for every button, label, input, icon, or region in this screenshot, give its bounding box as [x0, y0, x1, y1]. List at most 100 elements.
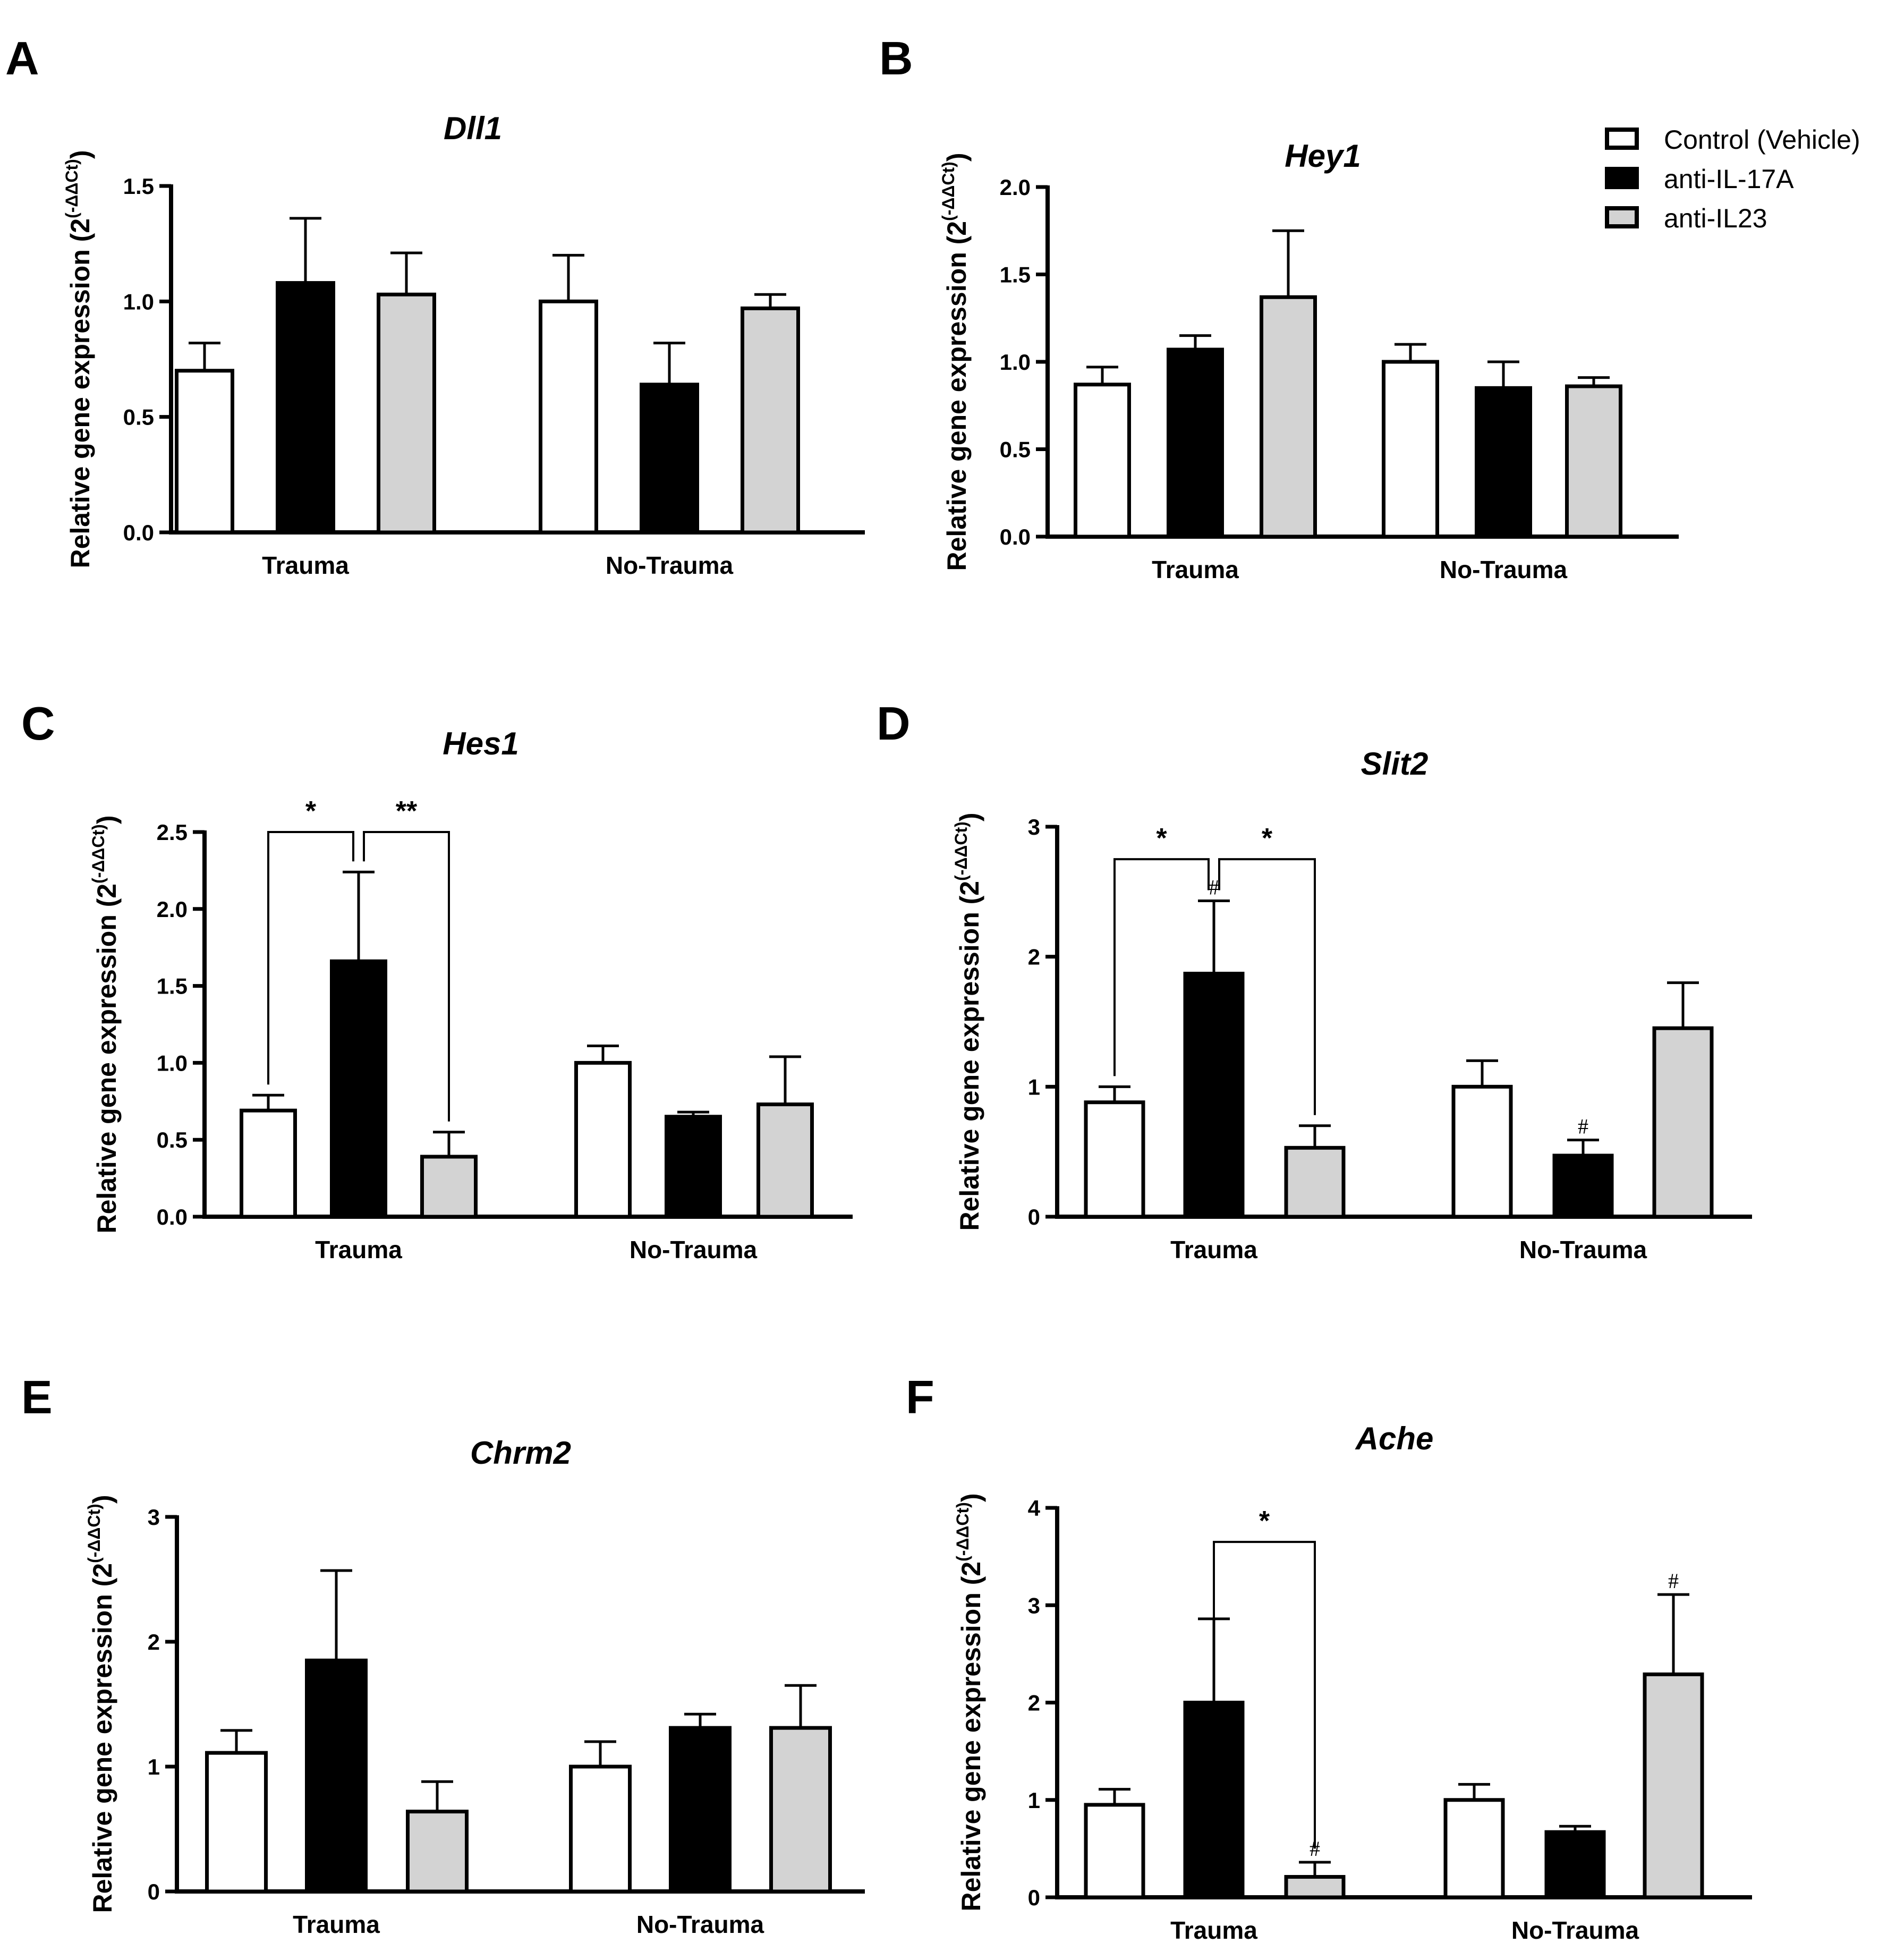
y-tick-label-c: 2.0	[157, 897, 188, 922]
bar-f-trauma-control	[1084, 1803, 1145, 1899]
bar-e-trauma-control	[205, 1751, 268, 1894]
significance-bracket-c-2	[363, 831, 450, 1122]
bar-f-trauma-anti-il17a	[1183, 1701, 1245, 1899]
bar-a-no-trauma-anti-il23	[741, 306, 800, 534]
bar-a-trauma-anti-il17a	[276, 281, 335, 534]
significance-label-d-1: *	[1156, 823, 1167, 854]
bar-e-no-trauma-anti-il23	[769, 1726, 832, 1894]
y-tick-label-b: 1.0	[1000, 350, 1031, 375]
panel-letter-e: E	[21, 1371, 53, 1423]
significance-bracket-d-2	[1218, 858, 1316, 1115]
y-tick-label-c: 0.5	[157, 1127, 188, 1152]
bar-b-no-trauma-anti-il23	[1565, 384, 1622, 539]
bar-e-no-trauma-control	[569, 1764, 632, 1894]
chart-title-c: Hes1	[443, 726, 518, 761]
y-tick-label-e: 3	[148, 1505, 160, 1530]
y-tick-label-a: 1.0	[123, 289, 154, 314]
panel-d: D Slit2 0 1 2 3 Relative gene expression (2(…	[877, 697, 1752, 1263]
y-tick-label-b: 1.5	[1000, 262, 1031, 287]
bar-b-no-trauma-control	[1382, 360, 1439, 539]
x-group-label-c-no-trauma: No-Trauma	[630, 1236, 758, 1263]
hash-marker-f-2: #	[1668, 1569, 1679, 1593]
bar-c-no-trauma-control	[574, 1060, 632, 1219]
chart-title-d: Slit2	[1361, 746, 1429, 782]
bar-f-no-trauma-anti-il23	[1643, 1672, 1704, 1899]
x-group-label-b-trauma: Trauma	[1152, 556, 1239, 583]
panel-e: E Chrm2 0 1 2 3 Relative gene expression (2(…	[21, 1371, 865, 1938]
chart-title-b: Hey1	[1285, 138, 1361, 174]
y-tick-label-c: 1.0	[157, 1050, 188, 1075]
legend-entry-anti-il17a: anti-IL-17A	[1605, 164, 1794, 194]
y-tick-label-f: 0	[1028, 1885, 1040, 1910]
bar-b-trauma-control	[1074, 383, 1131, 539]
bar-d-no-trauma-anti-il17a	[1552, 1153, 1614, 1219]
x-group-label-d-no-trauma: No-Trauma	[1519, 1236, 1647, 1263]
significance-label-c-2: **	[396, 796, 418, 827]
legend-swatch-control	[1605, 128, 1639, 150]
hash-marker-f-1: #	[1310, 1837, 1320, 1861]
bar-f-no-trauma-control	[1443, 1798, 1505, 1899]
hash-marker-d-2: #	[1578, 1115, 1588, 1139]
y-tick-label-f: 3	[1028, 1593, 1040, 1618]
x-group-label-c-trauma: Trauma	[315, 1236, 402, 1263]
x-group-label-f-trauma: Trauma	[1170, 1916, 1257, 1944]
bar-b-trauma-anti-il23	[1260, 295, 1317, 539]
hash-marker-d-1: #	[1209, 875, 1219, 899]
x-group-label-b-no-trauma: No-Trauma	[1440, 556, 1568, 583]
panel-b: B Hey1 0.0 0.5 1.0 1.5 2.0 Relative gene expr…	[879, 32, 1679, 583]
chart-title-f: Ache	[1355, 1421, 1434, 1456]
y-axis-label-f: Relative gene expression (2(-ΔΔCt))	[953, 1493, 986, 1911]
significance-bracket-d-1	[1113, 858, 1210, 1076]
x-group-label-e-no-trauma: No-Trauma	[636, 1911, 764, 1938]
y-tick-label-f: 4	[1028, 1496, 1041, 1521]
y-axis-label-c: Relative gene expression (2(-ΔΔCt))	[89, 815, 122, 1233]
panel-a: A Dll1 0.0 0.5 1.0 1.5 Relative gene express…	[5, 32, 865, 579]
bar-e-trauma-anti-il17a	[305, 1658, 368, 1894]
y-tick-label-e: 1	[148, 1754, 160, 1779]
y-axis-label-d: Relative gene expression (2(-ΔΔCt))	[951, 812, 984, 1231]
y-tick-label-c: 2.5	[157, 820, 188, 845]
bar-d-trauma-control	[1084, 1100, 1145, 1219]
plot-area-a: 0.0 0.5 1.0 1.5 Relative gene expression (2(…	[62, 150, 865, 579]
x-group-label-a-trauma: Trauma	[262, 551, 349, 579]
x-group-label-e-trauma: Trauma	[293, 1911, 380, 1938]
panel-letter-a: A	[5, 32, 39, 84]
legend-entry-control: Control (Vehicle)	[1605, 125, 1860, 155]
plot-area-d: 0 1 2 3 Relative gene expression (2(-ΔΔCt)) T…	[951, 812, 1752, 1263]
plot-area-b: 0.0 0.5 1.0 1.5 2.0 Relative gene expression …	[939, 152, 1679, 583]
bar-c-no-trauma-anti-il23	[756, 1102, 814, 1219]
significance-label-c-1: *	[305, 796, 317, 827]
bar-c-trauma-control	[240, 1108, 297, 1219]
bar-c-trauma-anti-il17a	[330, 959, 387, 1219]
bar-d-trauma-anti-il17a	[1183, 971, 1245, 1219]
bar-f-trauma-anti-il23	[1284, 1875, 1346, 1899]
plot-area-e: 0 1 2 3 Relative gene expression (2(-ΔΔCt)) T…	[84, 1495, 865, 1938]
y-tick-label-a: 0.5	[123, 405, 154, 430]
significance-bracket-c-1	[267, 831, 354, 1085]
bar-e-no-trauma-anti-il17a	[669, 1726, 732, 1894]
bar-d-no-trauma-anti-il23	[1652, 1026, 1714, 1219]
panel-letter-f: F	[906, 1371, 934, 1423]
chart-title-a: Dll1	[444, 111, 502, 146]
legend-label-anti-il23: anti-IL23	[1664, 203, 1767, 233]
legend-swatch-anti-il17a	[1605, 167, 1639, 189]
bar-e-trauma-anti-il23	[406, 1810, 469, 1894]
y-tick-label-e: 2	[148, 1630, 160, 1654]
y-tick-label-d: 0	[1028, 1204, 1040, 1229]
y-tick-label-f: 2	[1028, 1691, 1040, 1716]
y-axis-label-b: Relative gene expression (2(-ΔΔCt))	[939, 152, 972, 571]
significance-bracket-f-1	[1213, 1541, 1316, 1849]
bar-f-no-trauma-anti-il17a	[1544, 1830, 1606, 1899]
y-tick-label-a: 1.5	[123, 174, 154, 199]
plot-area-f: 0 1 2 3 4 Relative gene expression (2(-ΔΔCt))…	[953, 1493, 1752, 1944]
bar-b-trauma-anti-il17a	[1167, 347, 1224, 539]
y-tick-label-b: 2.0	[1000, 175, 1031, 200]
bar-c-no-trauma-anti-il17a	[665, 1115, 722, 1219]
significance-label-d-2: *	[1262, 823, 1273, 854]
y-tick-label-a: 0.0	[123, 520, 154, 545]
y-axis-label-a: Relative gene expression (2(-ΔΔCt))	[62, 150, 95, 568]
bar-a-no-trauma-control	[539, 299, 598, 534]
bar-b-no-trauma-anti-il17a	[1475, 386, 1532, 539]
y-tick-label-c: 0.0	[157, 1204, 188, 1229]
